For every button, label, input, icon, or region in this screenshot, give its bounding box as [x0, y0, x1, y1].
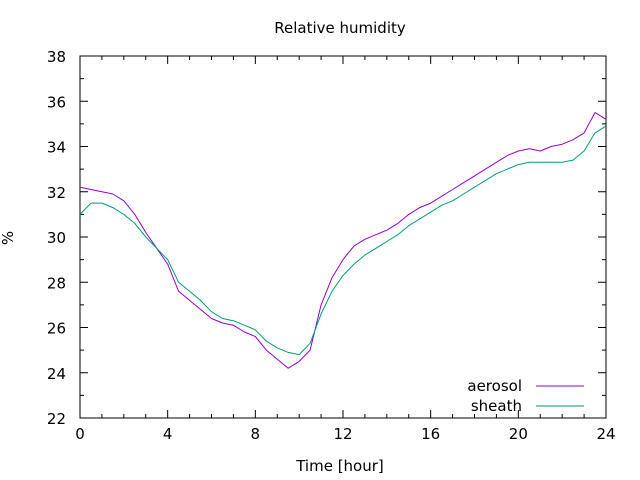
x-tick-label: 8 [251, 425, 261, 443]
series-lines [79, 112, 607, 369]
y-tick-label: 38 [47, 48, 66, 66]
chart-title: Relative humidity [274, 19, 406, 37]
axis-ticks: 0 4 8 12 16 20 24 22 24 26 28 30 32 34 36 38 [47, 48, 616, 443]
series-line-aerosol [79, 112, 607, 369]
x-tick-label: 16 [421, 425, 440, 443]
y-tick-label: 28 [47, 274, 66, 292]
x-tick-label: 0 [75, 425, 85, 443]
legend-label-aerosol: aerosol [467, 377, 522, 395]
x-tick-label: 24 [596, 425, 615, 443]
y-tick-label: 34 [47, 139, 66, 157]
y-tick-label: 22 [47, 410, 66, 428]
y-tick-label: 32 [47, 184, 66, 202]
legend: aerosol sheath [467, 377, 584, 415]
x-tick-label: 4 [163, 425, 173, 443]
plot-frame [79, 55, 607, 419]
x-tick-label: 20 [509, 425, 528, 443]
series-line-sheath [79, 125, 607, 356]
y-tick-label: 26 [47, 320, 66, 338]
y-tick-label: 24 [47, 365, 66, 383]
x-axis-label: Time [hour] [295, 457, 384, 475]
y-tick-label: 30 [47, 229, 66, 247]
legend-label-sheath: sheath [471, 397, 522, 415]
y-axis-label: % [0, 231, 17, 245]
y-tick-label: 36 [47, 93, 66, 111]
x-tick-label: 12 [333, 425, 352, 443]
